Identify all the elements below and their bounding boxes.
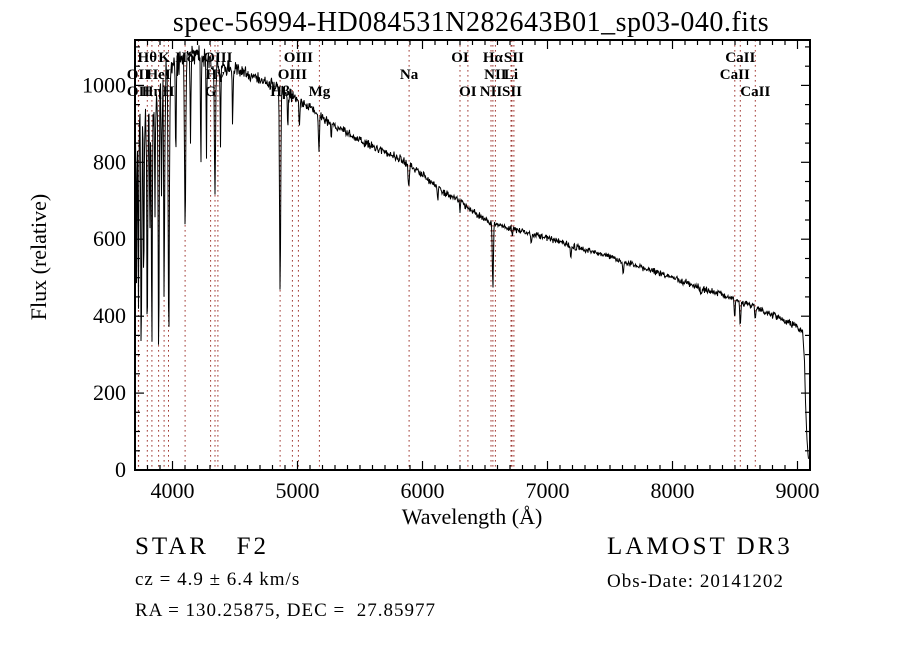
spectral-line-label: Hα <box>483 50 504 66</box>
spectral-line-label: Mg <box>309 84 331 100</box>
cz-text: cz = 4.9 ± 6.4 km/s <box>135 569 301 590</box>
spectral-line-label: CaII <box>720 67 750 83</box>
spectral-line-label: K <box>158 50 170 66</box>
spectral-line-label: G <box>205 84 217 100</box>
spectral-line-label: OI <box>459 84 477 100</box>
spectral-line-label: NII <box>480 84 503 100</box>
spectral-line-label: OI <box>451 50 469 66</box>
x-tick-label: 6000 <box>401 478 445 503</box>
y-tick-label: 400 <box>93 303 126 328</box>
ra-dec-text: RA = 130.25875, DEC = 27.85977 <box>135 600 437 621</box>
spectral-line-label: H <box>163 84 175 100</box>
y-tick-label: 800 <box>93 149 126 174</box>
spectral-line-label: OII <box>127 67 151 83</box>
survey-text: LAMOST DR3 <box>607 533 793 560</box>
spectral-line-label: Hγ <box>206 67 225 83</box>
spectral-line-label: HeI <box>147 67 171 83</box>
spectral-line-label: Hδ <box>175 50 195 66</box>
spectral-line-label: SII <box>504 50 524 66</box>
spectral-line-label: Hη <box>142 84 162 100</box>
spectral-line-label: OII <box>127 84 151 100</box>
spectral-line-label: OIII <box>278 67 307 83</box>
spectral-line-label: OIII <box>284 50 313 66</box>
x-tick-label: 9000 <box>776 478 820 503</box>
spectral-line-label: NII <box>484 67 507 83</box>
spectral-line-label: SII <box>502 84 522 100</box>
object-class-text: STAR F2 <box>135 533 270 560</box>
plot-frame <box>134 39 811 471</box>
y-tick-label: 0 <box>115 457 126 482</box>
spectral-line-label: CaII <box>725 50 755 66</box>
x-tick-label: 8000 <box>651 478 695 503</box>
page-title: spec-56994-HD084531N282643B01_sp03-040.f… <box>172 7 770 38</box>
spectral-line-label: Hθ <box>138 50 158 66</box>
spectrum-curve <box>134 45 809 459</box>
spectral-line-label: Hβ <box>270 84 290 100</box>
y-tick-label: 1000 <box>82 72 126 97</box>
spectrum-plot: 4000 5000 6000 7000 8000 9000 0 200 400 600 800 100… <box>26 39 820 529</box>
y-tick-label: 600 <box>93 226 126 251</box>
y-tick-label: 200 <box>93 380 126 405</box>
x-tick-label: 7000 <box>526 478 570 503</box>
x-tick-label: 5000 <box>276 478 320 503</box>
y-axis-label: Flux (relative) <box>26 194 51 320</box>
x-axis-label: Wavelength (Å) <box>402 504 543 529</box>
obs-date-text: Obs-Date: 20141202 <box>607 571 784 592</box>
spectral-line-label: Na <box>400 67 419 83</box>
x-tick-label: 4000 <box>151 478 195 503</box>
spectral-line-label: Li <box>504 67 518 83</box>
spectral-line-label: CaII <box>740 84 770 100</box>
spectral-line-label: OIII <box>203 50 232 66</box>
